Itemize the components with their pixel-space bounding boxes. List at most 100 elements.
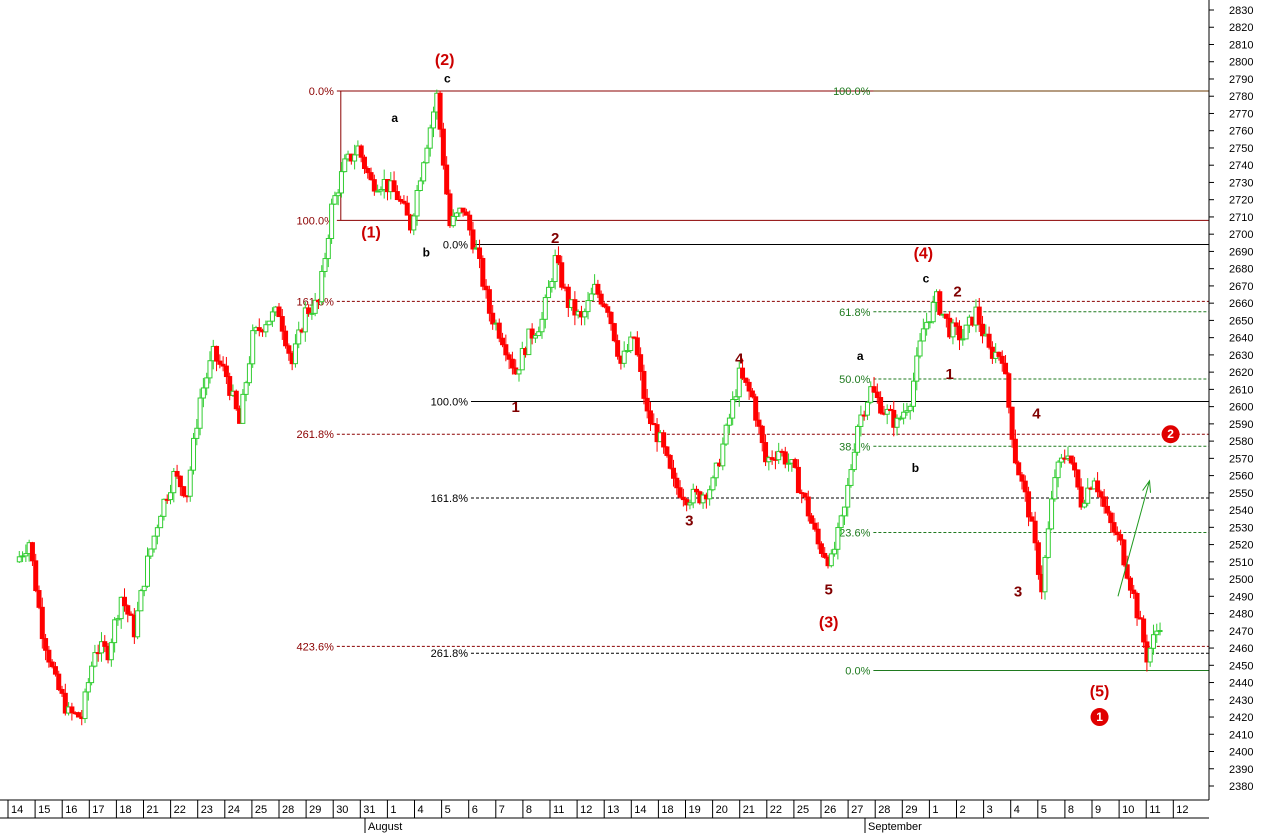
candle-body [241, 394, 245, 423]
candle-body [750, 391, 754, 397]
candle-body [487, 290, 491, 314]
candle-body [359, 146, 363, 157]
y-tick-label: 2440 [1229, 678, 1253, 690]
candle-body [1050, 499, 1054, 529]
fib-level-label: 38.2% [839, 441, 870, 453]
x-tick-label: 21 [147, 804, 159, 816]
candle-body [392, 181, 396, 192]
candle-body [606, 307, 610, 313]
candle-body [977, 307, 981, 324]
wave-label: 4 [735, 351, 744, 368]
candle-body [30, 543, 34, 561]
candle-body [339, 172, 343, 193]
candle-body [754, 397, 758, 420]
candle-body [1010, 407, 1014, 439]
candle-body [501, 338, 505, 344]
candle-body [438, 93, 442, 129]
x-tick-label: 1 [390, 804, 396, 816]
candle-body [931, 302, 935, 321]
x-tick-label: 10 [1122, 804, 1134, 816]
candle-body [57, 674, 61, 689]
candle-body [103, 642, 107, 647]
x-tick-label: 3 [987, 804, 993, 816]
wave-label: 3 [1014, 583, 1022, 600]
candle-body [921, 329, 925, 341]
y-tick-label: 2670 [1229, 281, 1253, 293]
y-tick-label: 2660 [1229, 298, 1253, 310]
candle-body [451, 216, 455, 225]
candle-body [40, 607, 44, 638]
candle-body [284, 331, 288, 346]
y-tick-label: 2720 [1229, 195, 1253, 207]
y-tick-label: 2480 [1229, 609, 1253, 621]
y-tick-label: 2730 [1229, 177, 1253, 189]
candle-body [415, 191, 419, 216]
y-tick-label: 2830 [1229, 5, 1253, 17]
candle-body [908, 406, 912, 410]
y-tick-label: 2620 [1229, 367, 1253, 379]
candle-body [842, 507, 846, 516]
candle-body [918, 341, 922, 356]
candle-body [1027, 492, 1031, 517]
candle-body [1119, 535, 1123, 540]
candle-body [280, 317, 284, 332]
x-tick-label: 8 [526, 804, 532, 816]
candle-body [1105, 506, 1109, 513]
candle-body [839, 516, 843, 528]
candle-body [113, 620, 117, 643]
x-tick-label: 22 [174, 804, 186, 816]
candle-body [783, 452, 787, 464]
x-axis: 14 15 16 17 18 21 22 23 24 25 28 29 30 31 1 4 5 6 7 8 11 12 13… [0, 800, 1209, 833]
x-tick-label: 20 [716, 804, 728, 816]
candle-body [875, 392, 879, 397]
y-tick-label: 2490 [1229, 591, 1253, 603]
candle-body [205, 378, 209, 388]
y-tick-label: 2510 [1229, 557, 1253, 569]
candle-body [198, 398, 202, 428]
candle-body [1076, 470, 1080, 487]
wave-label: 2 [953, 283, 961, 300]
y-tick-label: 2700 [1229, 229, 1253, 241]
candle-body [642, 371, 646, 398]
candle-body [428, 128, 432, 148]
fib-level-label: 0.0% [845, 665, 870, 677]
candle-body [122, 597, 126, 605]
fib-level-label: 100.0% [431, 396, 469, 408]
candle-body [810, 516, 814, 523]
candle-body [846, 485, 850, 507]
y-tick-label: 2680 [1229, 264, 1253, 276]
x-tick-label: 9 [1095, 804, 1101, 816]
y-tick-label: 2400 [1229, 747, 1253, 759]
y-tick-label: 2810 [1229, 39, 1253, 51]
x-tick-label: 4 [1014, 804, 1020, 816]
wave-label: b [423, 246, 430, 260]
candle-body [1109, 513, 1113, 523]
candle-body [823, 553, 827, 557]
candle-body [622, 351, 626, 363]
y-tick-label: 2410 [1229, 729, 1253, 741]
candle-body [616, 341, 620, 357]
candle-body [1142, 619, 1146, 642]
candle-body [422, 163, 426, 181]
candle-body [76, 713, 80, 717]
x-tick-label: 29 [905, 804, 917, 816]
x-tick-label: 8 [1068, 804, 1074, 816]
candle-body [589, 294, 593, 301]
candle-body [432, 112, 436, 128]
candle-body [1135, 593, 1139, 617]
candle-body [1122, 540, 1126, 565]
y-tick-label: 2540 [1229, 505, 1253, 517]
fibonacci-levels: 0.0%100.0%161.8%261.8%423.6%0.0%100.0%16… [2, 0, 1209, 800]
candle-body [83, 692, 87, 719]
candle-body [251, 331, 255, 364]
candle-body [727, 418, 731, 425]
candle-body [484, 286, 488, 289]
x-tick-label: 31 [363, 804, 375, 816]
x-tick-label: 5 [445, 804, 451, 816]
candle-body [142, 586, 146, 590]
candle-body [149, 549, 153, 556]
candle-body [721, 444, 725, 466]
candle-body [540, 319, 544, 331]
plot-area [2, 0, 1209, 800]
wave-label: (2) [435, 52, 455, 69]
